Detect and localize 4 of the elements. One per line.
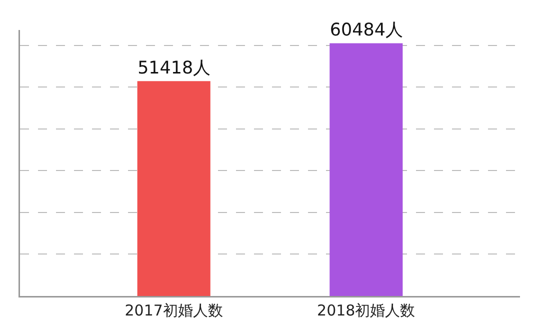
x-tick-label: 2018初婚人数 [317,302,416,320]
data-label: 51418人 [138,58,210,78]
data-label: 60484人 [330,20,402,40]
x-tick-label: 2017初婚人数 [124,302,223,320]
